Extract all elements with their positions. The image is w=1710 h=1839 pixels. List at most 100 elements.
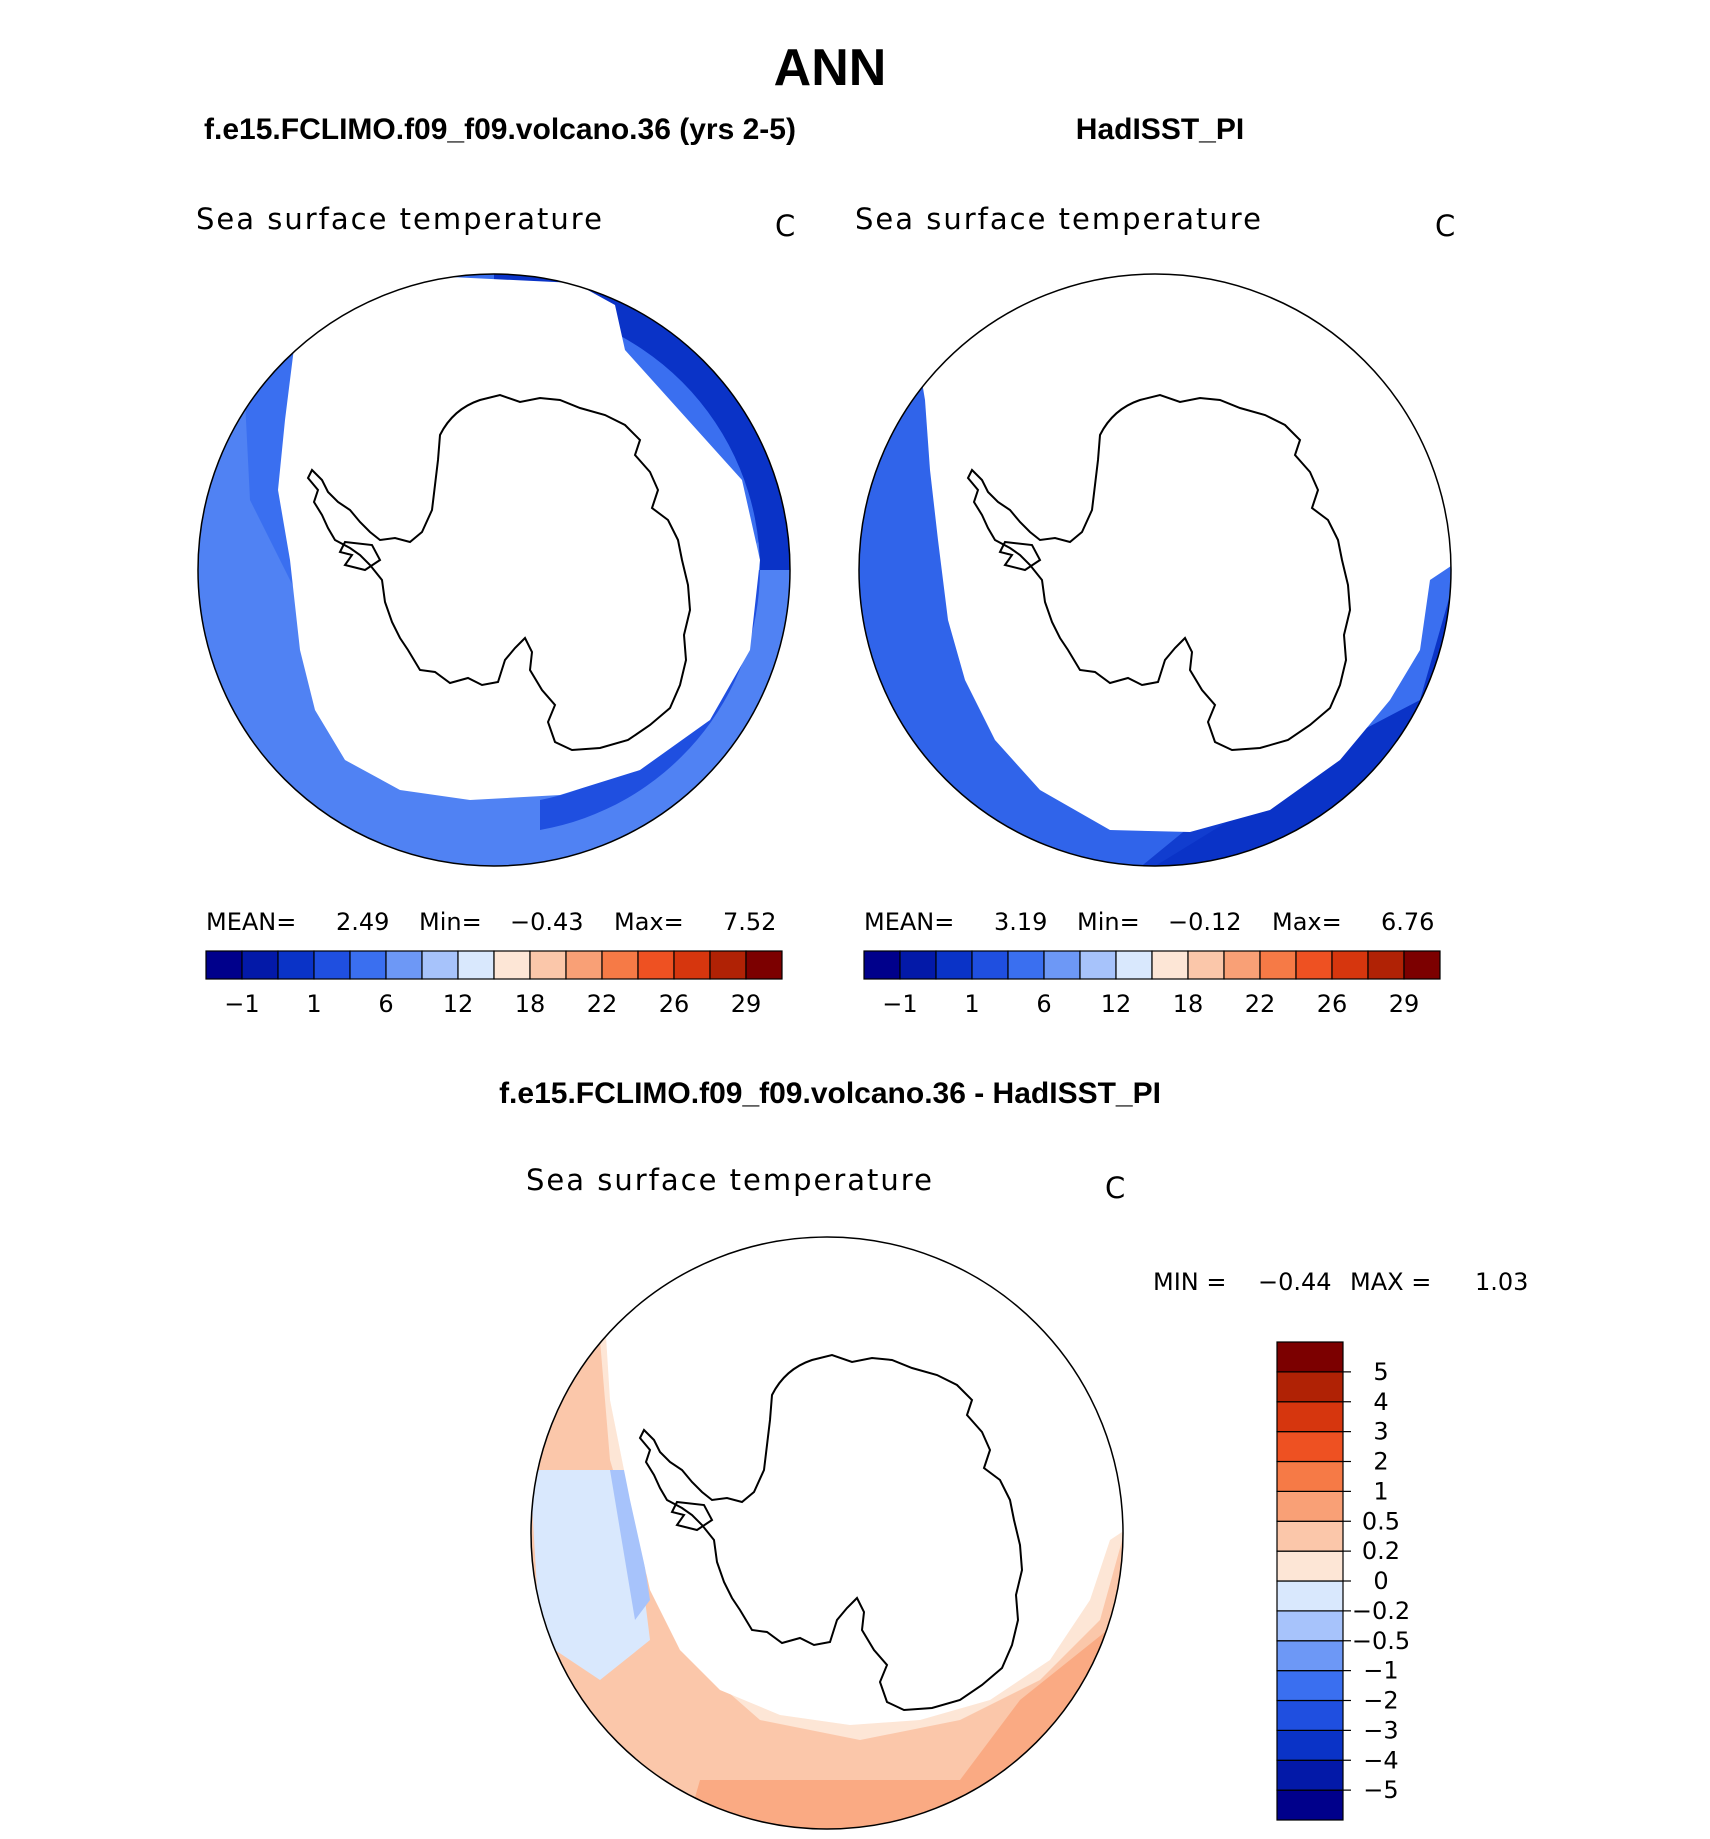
panel-b-colorbar: −1 1 6 12 18 22 26 29 bbox=[863, 950, 1441, 1018]
panel-b-map bbox=[858, 273, 1452, 867]
panel-a-colorbar-swatch bbox=[313, 950, 351, 980]
panel-a-colorbar-swatch bbox=[637, 950, 675, 980]
panel-b-colorbar-swatch bbox=[1151, 950, 1189, 980]
panel-b-units: C bbox=[1435, 209, 1455, 243]
panel-b-colorbar-swatch bbox=[971, 950, 1009, 980]
panel-b-colorbar-tick-label: 22 bbox=[1245, 990, 1276, 1018]
panel-b-map-border bbox=[858, 273, 1452, 867]
panel-a-mean-label: MEAN= bbox=[206, 908, 296, 936]
panel-a-colorbar-swatch bbox=[385, 950, 423, 980]
panel-c-header: f.e15.FCLIMO.f09_f09.volcano.36 - HadISS… bbox=[499, 1077, 1161, 1110]
panel-b-min-label: Min= bbox=[1077, 908, 1140, 936]
panel-a-colorbar-tick-label: 26 bbox=[659, 990, 690, 1018]
panel-c-cool-anomaly-strong bbox=[610, 1470, 650, 1620]
panel-c-variable: Sea surface temperature bbox=[526, 1163, 934, 1197]
panel-a-colorbar-swatch bbox=[565, 950, 603, 980]
panel-b-max-value: 6.76 bbox=[1381, 908, 1434, 936]
panel-c-colorbar-swatch bbox=[1276, 1431, 1344, 1463]
panel-a-colorbar-swatch bbox=[601, 950, 639, 980]
panel-b-colorbar-tick-label: 1 bbox=[964, 990, 979, 1018]
panel-c-colorbar-level-label: −0.2 bbox=[1352, 1597, 1410, 1625]
panel-b-colorbar-swatch bbox=[1367, 950, 1405, 980]
panel-c-colorbar-swatch bbox=[1276, 1789, 1344, 1821]
panel-a-map bbox=[197, 273, 791, 867]
panel-c-map bbox=[530, 1236, 1124, 1830]
panel-c-colorbar-swatch bbox=[1276, 1699, 1344, 1731]
panel-b-mean-label: MEAN= bbox=[864, 908, 954, 936]
panel-c-units: C bbox=[1105, 1171, 1125, 1205]
panel-b-colorbar-tick-label: −1 bbox=[882, 990, 917, 1018]
panel-a-colorbar-swatch bbox=[205, 950, 243, 980]
panel-b-colorbar-tick-label: 18 bbox=[1173, 990, 1204, 1018]
panel-a-mean-value: 2.49 bbox=[336, 908, 389, 936]
panel-c-min-value: −0.44 bbox=[1258, 1268, 1332, 1296]
panel-c-min-label: MIN = bbox=[1153, 1268, 1226, 1296]
panel-a-colorbar-tick-label: 18 bbox=[515, 990, 546, 1018]
panel-c-max-value: 1.03 bbox=[1475, 1268, 1528, 1296]
panel-b-colorbar-swatch bbox=[1403, 950, 1441, 980]
panel-a-colorbar-tick-label: 22 bbox=[587, 990, 618, 1018]
panel-c-colorbar-swatch bbox=[1276, 1341, 1344, 1373]
panel-b-colorbar-tick-label: 6 bbox=[1036, 990, 1051, 1018]
panel-c-colorbar-swatch bbox=[1276, 1729, 1344, 1761]
panel-c-warm-anomaly bbox=[531, 1340, 1123, 1829]
panel-b-colorbar-swatch bbox=[935, 950, 973, 980]
figure-title: ANN bbox=[774, 39, 887, 97]
panel-c-colorbar-level-label: −3 bbox=[1363, 1716, 1398, 1744]
panel-c-colorbar-swatch bbox=[1276, 1371, 1344, 1403]
panel-c-map-border bbox=[530, 1236, 1124, 1830]
panel-a-units: C bbox=[775, 209, 795, 243]
panel-c-colorbar-level-label: 1 bbox=[1373, 1477, 1388, 1505]
panel-b-stats: MEAN= 3.19 Min= −0.12 Max= 6.76 bbox=[864, 908, 1434, 936]
panel-a-min-value: −0.43 bbox=[510, 908, 584, 936]
panel-b-colorbar-tick-label: 29 bbox=[1389, 990, 1420, 1018]
panel-c-colorbar-swatch bbox=[1276, 1490, 1344, 1522]
panel-a-colorbar-tick-label: 1 bbox=[306, 990, 321, 1018]
panel-c-colorbar-level-label: −4 bbox=[1363, 1746, 1398, 1774]
panel-c-colorbar-swatch bbox=[1276, 1520, 1344, 1552]
panel-b-min-value: −0.12 bbox=[1168, 908, 1242, 936]
panel-b-mean-value: 3.19 bbox=[994, 908, 1047, 936]
panel-a-colorbar-swatch bbox=[457, 950, 495, 980]
panel-a-colorbar-swatch bbox=[529, 950, 567, 980]
panel-a-min-label: Min= bbox=[419, 908, 482, 936]
panel-a-stats: MEAN= 2.49 Min= −0.43 Max= 7.52 bbox=[206, 908, 776, 936]
panel-b-colorbar-tick-label: 26 bbox=[1317, 990, 1348, 1018]
panel-a-map-border bbox=[197, 273, 791, 867]
panel-b-colorbar-tick-label: 12 bbox=[1101, 990, 1132, 1018]
panel-a-colorbar-swatch bbox=[241, 950, 279, 980]
panel-b-colorbar-swatch bbox=[1259, 950, 1297, 980]
panel-b-colorbar-swatch bbox=[1187, 950, 1225, 980]
panel-a-colorbar-swatch bbox=[673, 950, 711, 980]
panel-a-colorbar-swatch bbox=[421, 950, 459, 980]
panel-a-max-label: Max= bbox=[614, 908, 684, 936]
panel-a-colorbar-swatch bbox=[709, 950, 747, 980]
panel-c-colorbar-level-label: 3 bbox=[1373, 1418, 1388, 1446]
panel-b-max-label: Max= bbox=[1272, 908, 1342, 936]
panel-b-ice-mask bbox=[880, 274, 1451, 832]
panel-c-colorbar-level-label: 5 bbox=[1373, 1358, 1388, 1386]
panel-c-colorbar-swatch bbox=[1276, 1460, 1344, 1492]
panel-c-colorbar-level-label: −2 bbox=[1363, 1687, 1398, 1715]
panel-c-colorbar-swatch bbox=[1276, 1759, 1344, 1791]
panel-c-colorbar-level-label: −0.5 bbox=[1352, 1627, 1410, 1655]
panel-a-colorbar-swatch bbox=[745, 950, 783, 980]
panel-a-colorbar-swatch bbox=[277, 950, 315, 980]
panel-c-max-label: MAX = bbox=[1350, 1268, 1431, 1296]
panel-b-colorbar-swatch bbox=[1115, 950, 1153, 980]
panel-c-colorbar-swatch bbox=[1276, 1550, 1344, 1582]
panel-a-max-value: 7.52 bbox=[723, 908, 776, 936]
panel-b-colorbar-swatch bbox=[1295, 950, 1333, 980]
panel-c-colorbar-level-label: 0 bbox=[1373, 1567, 1388, 1595]
panel-c-colorbar-level-label: −5 bbox=[1363, 1776, 1398, 1804]
panel-c-colorbar-swatch bbox=[1276, 1610, 1344, 1642]
panel-b-colorbar-swatch bbox=[1223, 950, 1261, 980]
panel-b-colorbar-swatch bbox=[899, 950, 937, 980]
panel-b-colorbar-swatch bbox=[1079, 950, 1117, 980]
panel-a-colorbar-swatch bbox=[493, 950, 531, 980]
panel-a-colorbar: −1 1 6 12 18 22 26 29 bbox=[205, 950, 783, 1018]
panel-c-colorbar-level-label: −1 bbox=[1363, 1657, 1398, 1685]
panel-c-colorbar-swatch bbox=[1276, 1670, 1344, 1702]
